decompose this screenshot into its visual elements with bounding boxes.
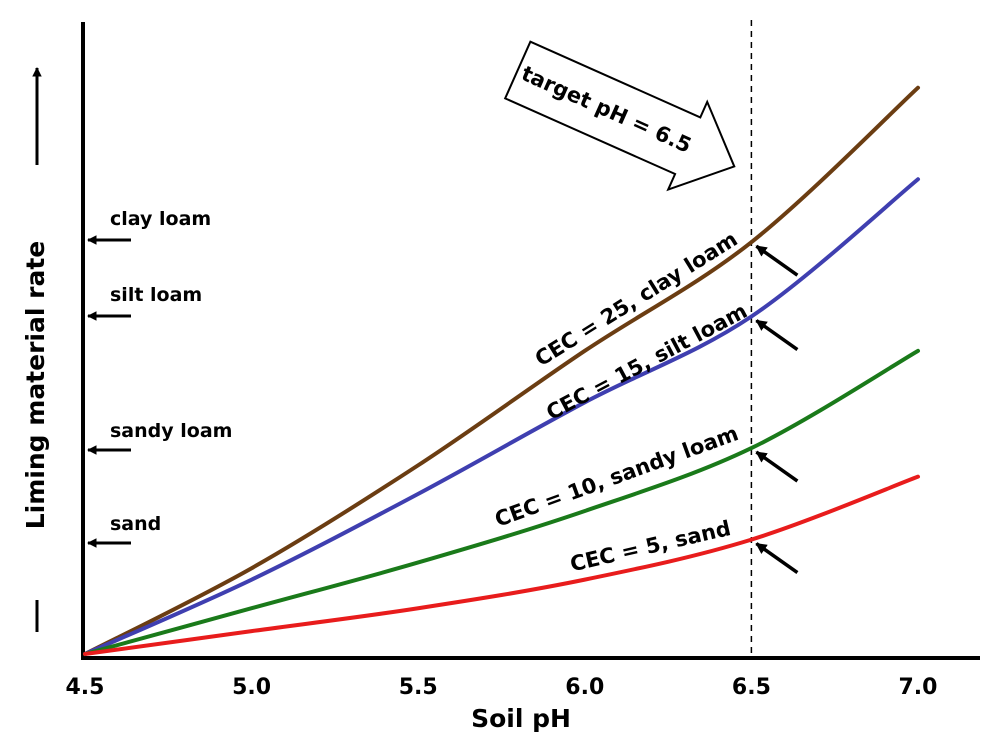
arrow-icon bbox=[755, 244, 799, 277]
x-tick-label: 5.5 bbox=[399, 675, 438, 700]
x-tick-label: 4.5 bbox=[66, 675, 105, 700]
x-tick-label: 5.0 bbox=[232, 675, 271, 700]
series-label-clay-loam: CEC = 25, clay loam bbox=[531, 227, 742, 371]
callout-arrow-shape bbox=[503, 40, 736, 192]
y-axis-title: Liming material rate bbox=[21, 67, 50, 632]
soil-marker-label: sand bbox=[110, 513, 161, 535]
x-tick-labels: 4.5 5.0 5.5 6.0 6.5 7.0 bbox=[66, 675, 938, 700]
series-group bbox=[83, 85, 920, 656]
series-line bbox=[83, 85, 920, 656]
x-tick-label: 6.0 bbox=[565, 675, 604, 700]
x-tick-label: 6.5 bbox=[732, 675, 771, 700]
x-tick-label: 7.0 bbox=[899, 675, 938, 700]
intersection-arrows bbox=[755, 244, 799, 575]
soil-marker-sandy-loam: sandy loam bbox=[87, 420, 232, 455]
series-line bbox=[83, 177, 920, 656]
series-label-silt-loam: CEC = 15, silt loam bbox=[542, 299, 751, 425]
arrow-icon bbox=[755, 450, 799, 483]
soil-marker-label: silt loam bbox=[110, 284, 202, 306]
series-line bbox=[83, 348, 920, 656]
target-ph-callout: target pH = 6.5 bbox=[503, 40, 736, 192]
soil-marker-label: sandy loam bbox=[110, 420, 232, 442]
soil-marker-sand: sand bbox=[87, 513, 161, 548]
series-label-sandy-loam: CEC = 10, sandy loam bbox=[492, 421, 742, 532]
y-axis-label: Liming material rate bbox=[21, 241, 50, 530]
soil-marker-clay-loam: clay loam bbox=[87, 208, 211, 245]
soil-marker-silt-loam: silt loam bbox=[87, 284, 202, 321]
x-axis-label: Soil pH bbox=[471, 704, 571, 733]
arrow-icon bbox=[755, 542, 799, 575]
soil-marker-label: clay loam bbox=[110, 208, 211, 230]
arrow-icon bbox=[755, 319, 799, 351]
series-line bbox=[83, 474, 920, 656]
